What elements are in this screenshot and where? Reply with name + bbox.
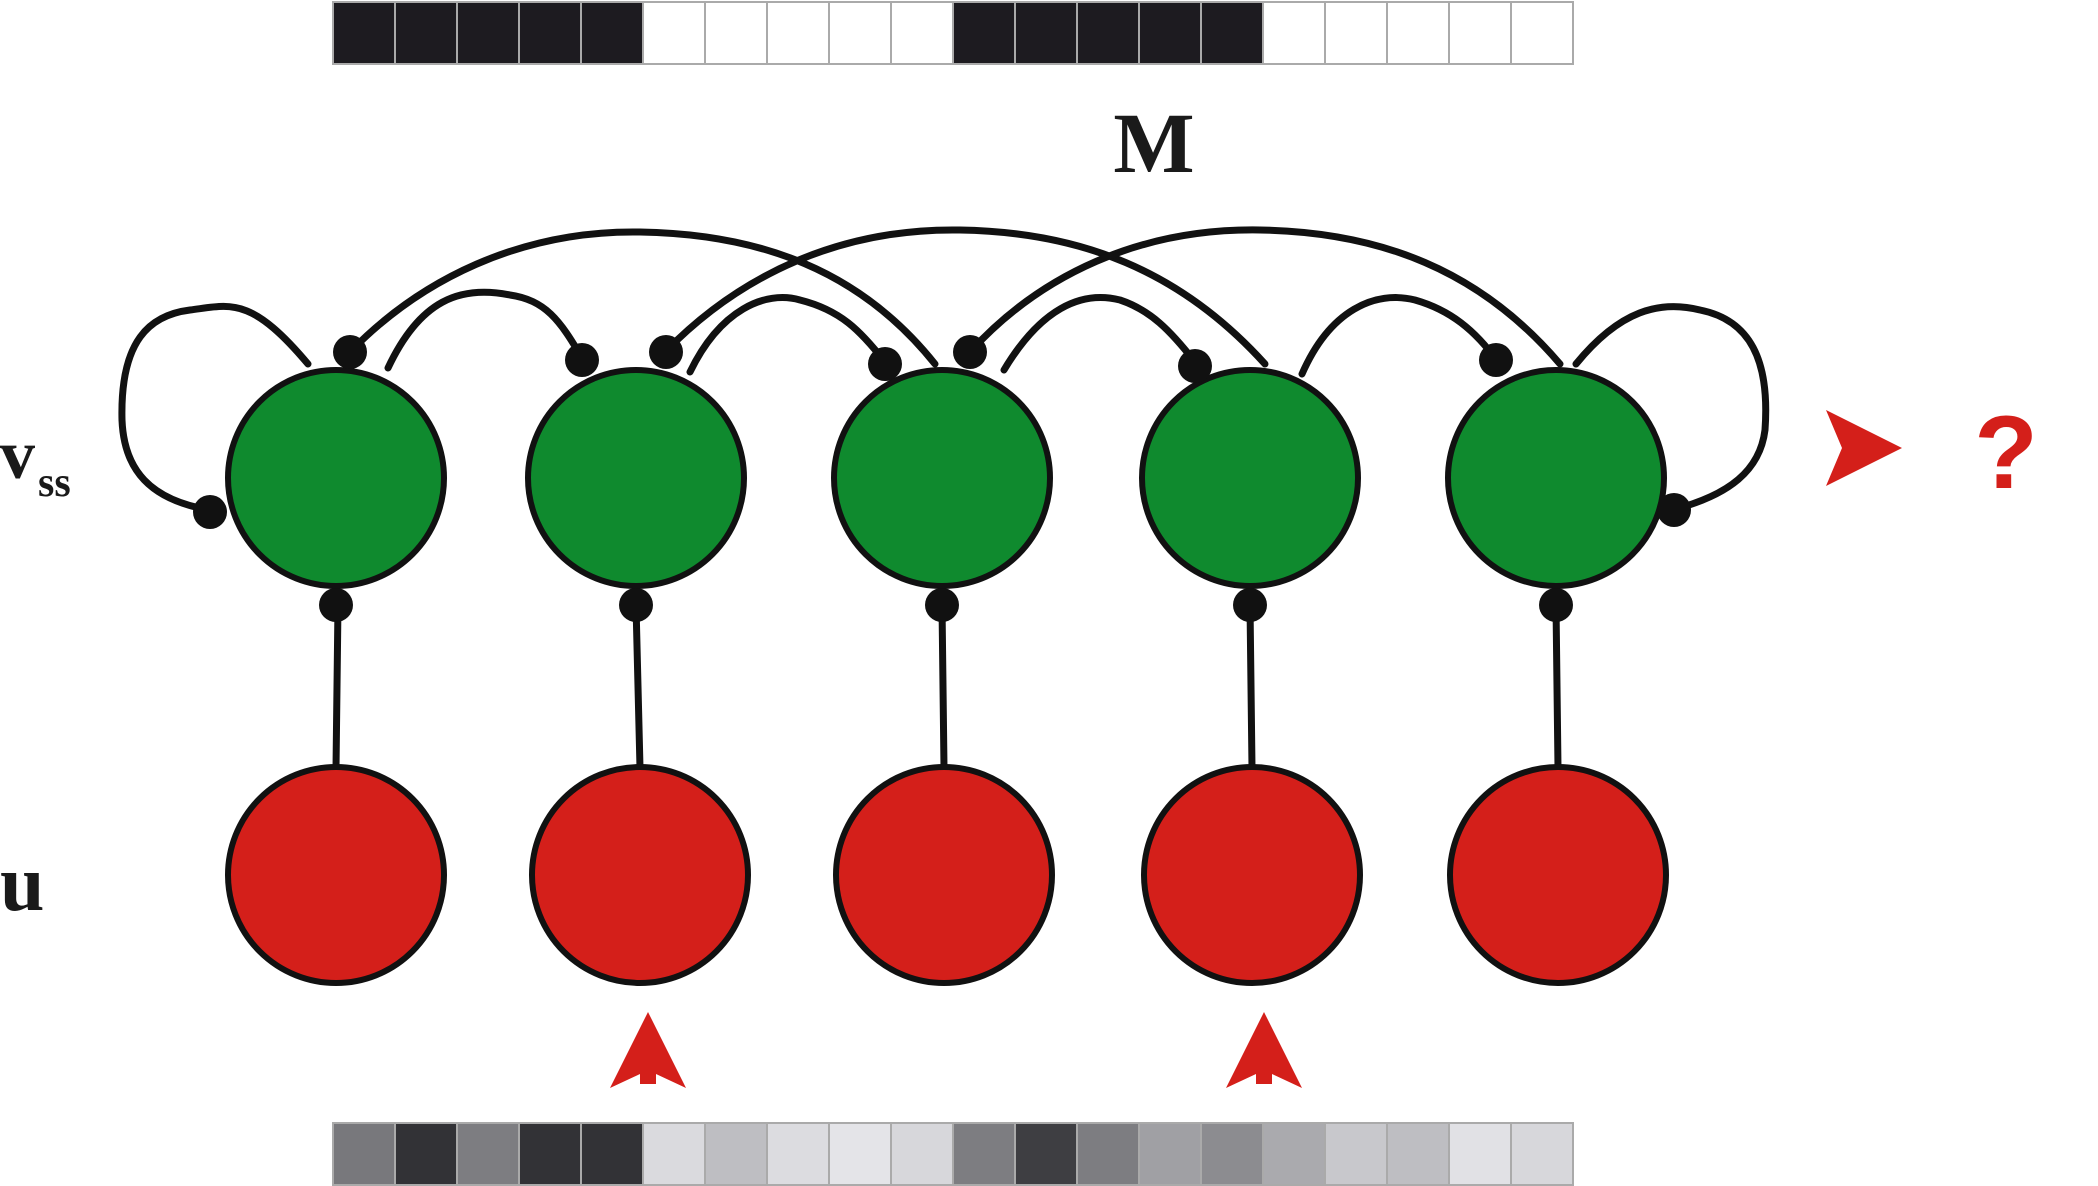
input-cell xyxy=(332,1122,396,1186)
memory-cell xyxy=(1262,1,1326,65)
memory-label: M xyxy=(1113,95,1194,191)
input-cell xyxy=(1324,1122,1388,1186)
memory-cell xyxy=(704,1,768,65)
memory-cell xyxy=(1200,1,1264,65)
memory-cell xyxy=(456,1,520,65)
v-node-2 xyxy=(525,367,747,589)
memory-cell xyxy=(1138,1,1202,65)
input-cell xyxy=(828,1122,892,1186)
output-query: ? xyxy=(1974,395,2038,511)
input-cell xyxy=(1076,1122,1140,1186)
input-cell xyxy=(952,1122,1016,1186)
v-subscript: ss xyxy=(38,460,71,506)
memory-cell xyxy=(1076,1,1140,65)
memory-cell xyxy=(580,1,644,65)
input-cell xyxy=(1510,1122,1574,1186)
memory-pattern-bar xyxy=(332,1,1574,65)
v-node-5 xyxy=(1445,367,1667,589)
u-node-4 xyxy=(1141,764,1363,986)
input-cell xyxy=(642,1122,706,1186)
input-cell xyxy=(1138,1122,1202,1186)
memory-cell xyxy=(766,1,830,65)
memory-cell xyxy=(1510,1,1574,65)
memory-cell xyxy=(1014,1,1078,65)
input-cell xyxy=(1386,1122,1450,1186)
input-cell xyxy=(1014,1122,1078,1186)
memory-cell xyxy=(952,1,1016,65)
v-node-3 xyxy=(831,367,1053,589)
v-node-4 xyxy=(1139,367,1361,589)
input-cell xyxy=(394,1122,458,1186)
excitatory-layer xyxy=(225,367,1667,589)
input-cell xyxy=(766,1122,830,1186)
u-node-3 xyxy=(833,764,1055,986)
input-arrow-icon xyxy=(610,1012,686,1088)
input-cell xyxy=(580,1122,644,1186)
memory-cell xyxy=(642,1,706,65)
input-pattern-bar xyxy=(332,1122,1574,1186)
u-node-5 xyxy=(1447,764,1669,986)
memory-cell xyxy=(1386,1,1450,65)
input-arrow-icon xyxy=(1226,1012,1302,1088)
u-node-2 xyxy=(529,764,751,986)
recurrent-connections xyxy=(118,226,1770,772)
input-cell xyxy=(704,1122,768,1186)
memory-cell xyxy=(890,1,954,65)
input-cell xyxy=(456,1122,520,1186)
v-node-1 xyxy=(225,367,447,589)
input-cell xyxy=(1448,1122,1512,1186)
output-arrow-icon xyxy=(1826,410,1902,486)
input-arrows xyxy=(610,1012,1302,1088)
synapse-dots xyxy=(193,335,1691,622)
v-label: v xyxy=(0,417,35,494)
input-cell xyxy=(1200,1122,1264,1186)
u-node-1 xyxy=(225,764,447,986)
memory-cell xyxy=(518,1,582,65)
memory-cell xyxy=(1448,1,1512,65)
u-label: u xyxy=(0,840,45,928)
memory-cell xyxy=(394,1,458,65)
input-layer xyxy=(225,764,1669,986)
input-cell xyxy=(1262,1122,1326,1186)
memory-cell xyxy=(1324,1,1388,65)
memory-cell xyxy=(828,1,892,65)
input-cell xyxy=(890,1122,954,1186)
memory-cell xyxy=(332,1,396,65)
input-cell xyxy=(518,1122,582,1186)
